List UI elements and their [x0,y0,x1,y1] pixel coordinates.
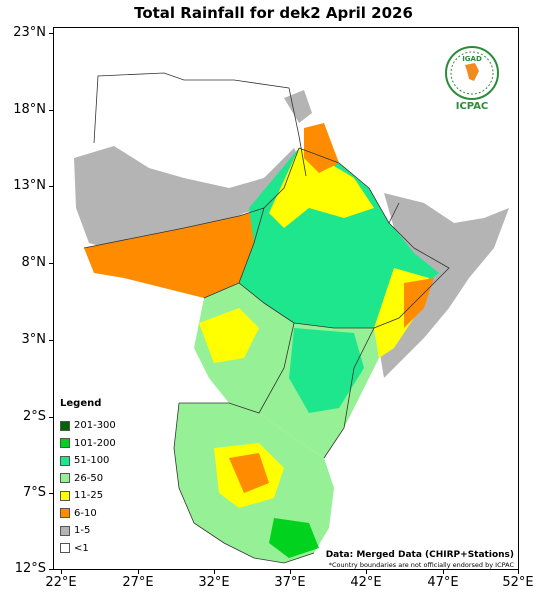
legend-item: 101-200 [60,435,140,453]
legend-label: <1 [74,542,89,554]
legend-items: 201-300 101-200 51-100 26-50 11-25 6-10 1-5 <1 [60,417,140,557]
lat-tick [49,33,53,34]
map-frame: IGAD ICPAC [53,27,519,570]
lat-label: 8°N [21,255,47,270]
lat-tick [49,417,53,418]
lat-tick [49,493,53,494]
legend-label: 26-50 [74,472,104,484]
lon-tick [61,570,62,574]
lon-label: 52°E [502,575,534,590]
legend-label: 11-25 [74,490,104,502]
legend-label: 1-5 [74,525,91,537]
lat-label: 7°S [22,485,46,500]
legend-swatch [60,490,70,501]
lat-label: 23°N [13,25,46,40]
lon-label: 27°E [122,575,154,590]
lat-tick [49,569,53,570]
lon-label: 22°E [45,575,77,590]
lon-tick [138,570,139,574]
lat-label: 13°N [13,178,46,193]
lon-label: 47°E [427,575,459,590]
map-title: Total Rainfall for dek2 April 2026 [134,4,413,22]
legend-item: 11-25 [60,487,140,505]
grey-patches-north [74,146,309,250]
lat-label: 3°N [21,332,47,347]
lon-tick [518,570,519,574]
logo-text: ICPAC [455,101,489,112]
credit-note: *Country boundaries are not officially e… [328,561,514,569]
lon-label: 42°E [350,575,382,590]
tanzania-green [269,518,319,558]
orange-band-south-sudan [84,208,264,298]
legend-swatch [60,525,70,536]
legend-label: 101-200 [74,437,116,449]
legend-item: 51-100 [60,452,140,470]
igad-icpac-logo: IGAD ICPAC [441,45,503,115]
rainfall-map [69,72,509,564]
data-credit: Data: Merged Data (CHIRP+Stations) *Coun… [326,550,514,569]
lat-label: 12°S [14,561,46,576]
legend-swatch [60,455,70,466]
somalia-horn [379,193,509,378]
lat-tick [49,263,53,264]
lat-tick [49,186,53,187]
legend-swatch [60,473,70,484]
ethiopia-orange [304,123,339,173]
lon-tick [214,570,215,574]
legend-title: Legend [60,398,102,409]
country-borders [83,72,450,564]
legend: Legend 201-300 101-200 51-100 26-50 11-25 6-1… [60,398,140,557]
legend-item: 1-5 [60,522,140,540]
lat-label: 18°N [13,102,46,117]
lon-tick [443,570,444,574]
igad-emblem-icon: IGAD [445,46,499,100]
lon-label: 37°E [274,575,306,590]
legend-label: 51-100 [74,455,110,467]
legend-swatch [60,543,70,554]
legend-item: <1 [60,540,140,558]
tanzania-orange [229,453,269,493]
legend-label: 6-10 [74,507,97,519]
lon-label: 32°E [198,575,230,590]
credit-main: Data: Merged Data (CHIRP+Stations) [325,550,514,560]
lat-tick [49,110,53,111]
legend-swatch [60,438,70,449]
legend-swatch [60,508,70,519]
lat-tick [49,340,53,341]
ethiopia-yellow [269,148,374,228]
kenya-green [289,328,364,413]
lon-tick [290,570,291,574]
legend-item: 201-300 [60,417,140,435]
legend-swatch [60,420,70,431]
legend-item: 26-50 [60,470,140,488]
legend-item: 6-10 [60,505,140,523]
uganda-yellow [199,308,259,363]
lat-label: 2°S [22,409,46,424]
logo-name: IGAD [462,55,482,63]
lon-tick [366,570,367,574]
legend-label: 201-300 [74,420,116,432]
